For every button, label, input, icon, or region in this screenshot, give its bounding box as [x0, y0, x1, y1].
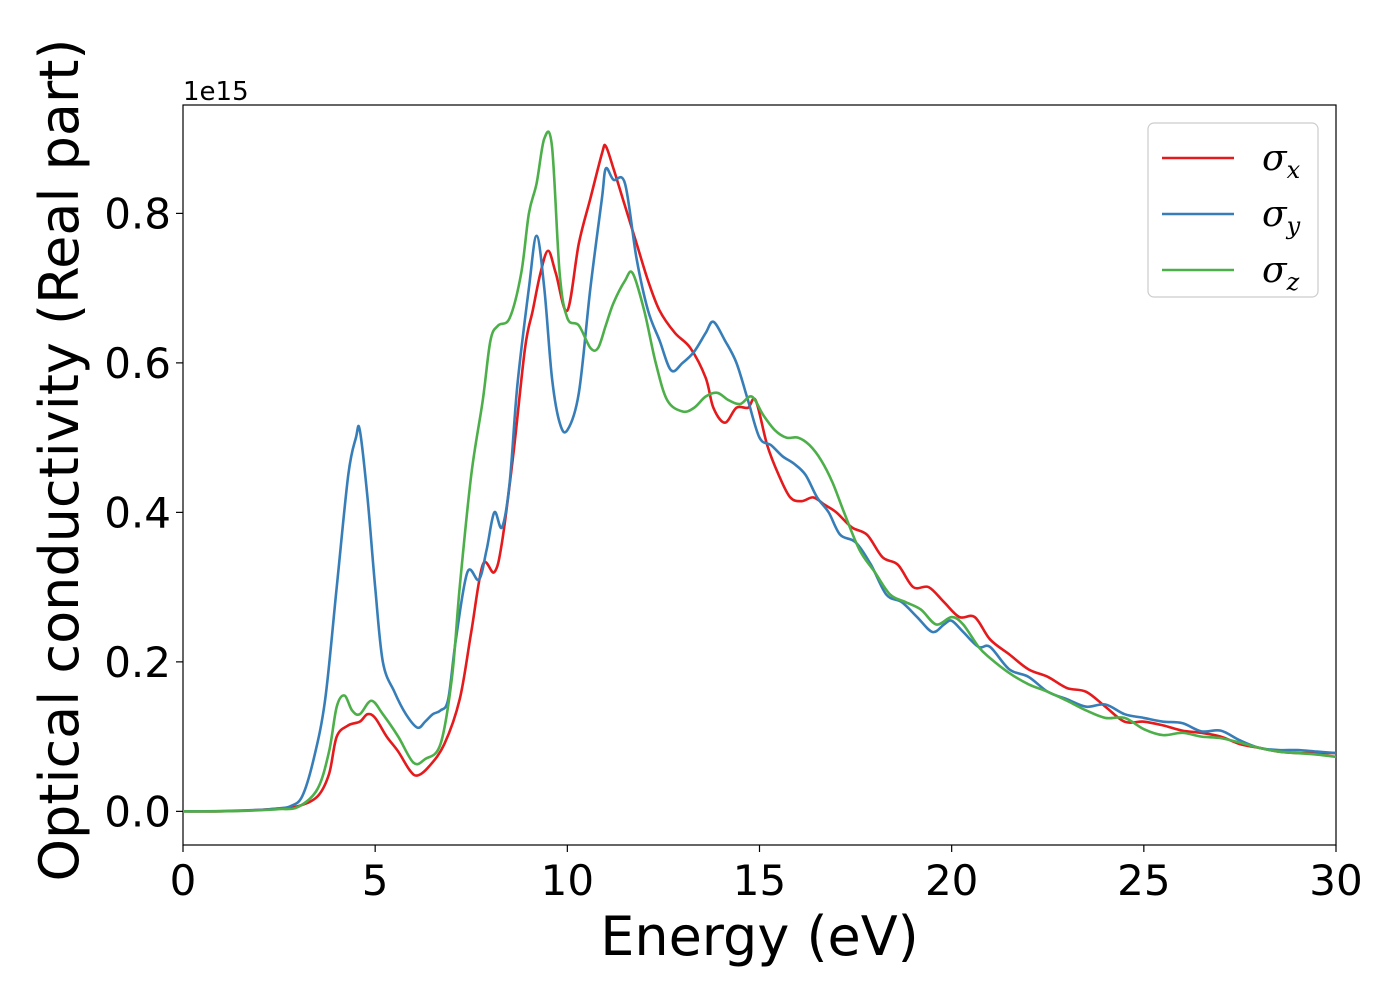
- y-tick-label: 0.4: [104, 488, 171, 537]
- x-tick-label: 20: [925, 856, 978, 905]
- x-tick-label: 30: [1309, 856, 1362, 905]
- legend-label-x: σx: [1262, 138, 1301, 184]
- x-tick-label: 25: [1117, 856, 1170, 905]
- y-tick-label: 0.2: [104, 638, 171, 687]
- y-tick-label: 0.8: [104, 189, 171, 238]
- legend-label-y: σy: [1262, 194, 1301, 240]
- x-axis-ticks: 0 5 10 15 20 25 30: [170, 845, 1363, 905]
- y-axis-label: Optical conductivity (Real part): [28, 39, 91, 882]
- legend-label-z: σz: [1262, 250, 1300, 296]
- y-axis-ticks: 0.0 0.2 0.4 0.6 0.8: [104, 189, 183, 836]
- x-tick-label: 0: [170, 856, 197, 905]
- legend-box: [1147, 122, 1319, 298]
- x-tick-label: 10: [541, 856, 594, 905]
- x-axis-label: Energy (eV): [600, 905, 919, 968]
- legend: σx σy σz: [1147, 122, 1319, 298]
- y-axis-offset-text: 1e15: [183, 77, 249, 107]
- series-lines: [183, 130, 1336, 813]
- y-tick-label: 0.0: [104, 787, 171, 836]
- series-line-z: [183, 130, 1336, 813]
- y-tick-label: 0.6: [104, 339, 171, 388]
- x-tick-label: 15: [733, 856, 786, 905]
- x-tick-label: 5: [362, 856, 389, 905]
- series-line-x: [183, 143, 1336, 813]
- plot-area: 0 5 10 15 20 25 30 0.0 0.2 0.4 0.6 0.8: [104, 104, 1363, 905]
